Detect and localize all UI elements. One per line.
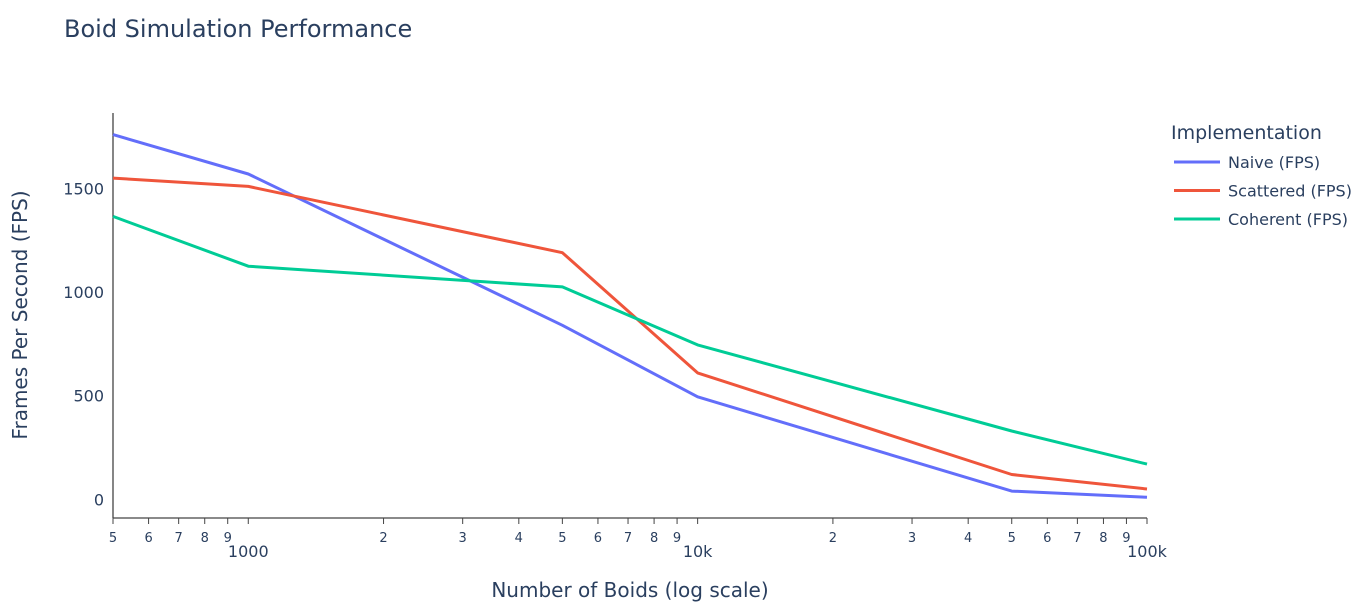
y-tick-label: 1500 (63, 179, 104, 198)
chart-title: Boid Simulation Performance (64, 15, 412, 43)
x-minor-tick-label: 8 (201, 531, 209, 546)
y-axis: 0 500 1000 1500 (63, 113, 114, 518)
series-line-2 (112, 214, 1148, 466)
y-tick-label: 1000 (63, 283, 104, 302)
x-minor-tick-label: 5 (558, 531, 566, 546)
x-minor-tick-label: 5 (109, 531, 117, 546)
x-minor-tick-label: 9 (673, 531, 681, 546)
legend-label: Coherent (FPS) (1228, 210, 1348, 229)
legend-item[interactable]: Scattered (FPS) (1174, 182, 1352, 201)
x-major-tick-label: 10k (683, 542, 713, 561)
legend-item[interactable]: Coherent (FPS) (1174, 210, 1348, 229)
x-minor-tick-label: 8 (650, 531, 658, 546)
x-minor-tick-label: 9 (1122, 531, 1130, 546)
series-lines (112, 133, 1148, 499)
y-tick-label: 500 (73, 387, 104, 406)
legend-label: Naive (FPS) (1228, 153, 1320, 172)
x-minor-tick-label: 7 (175, 531, 183, 546)
x-minor-tick-label: 3 (459, 531, 467, 546)
series-line-0 (112, 133, 1148, 499)
y-axis-label: Frames Per Second (FPS) (8, 190, 32, 439)
legend-title: Implementation (1171, 122, 1322, 144)
x-minor-tick-label: 7 (1073, 531, 1081, 546)
series-line-1 (112, 176, 1148, 491)
x-major-tick-label: 100k (1127, 542, 1168, 561)
x-minor-tick-label: 4 (964, 531, 972, 546)
x-minor-tick-label: 9 (224, 531, 232, 546)
x-minor-tick-label: 2 (829, 531, 837, 546)
x-axis-label: Number of Boids (log scale) (491, 578, 768, 602)
legend[interactable]: Implementation Naive (FPS) Scattered (FPS… (1171, 122, 1352, 229)
x-major-tick-label: 1000 (228, 542, 269, 561)
x-minor-tick-label: 6 (144, 531, 152, 546)
x-minor-tick-label: 6 (1043, 531, 1051, 546)
y-tick-label: 0 (94, 490, 104, 509)
x-minor-tick-label: 8 (1099, 531, 1107, 546)
x-minor-tick-label: 5 (1008, 531, 1016, 546)
legend-item[interactable]: Naive (FPS) (1174, 153, 1320, 172)
x-minor-tick-label: 7 (624, 531, 632, 546)
x-minor-tick-label: 4 (515, 531, 523, 546)
x-minor-tick-label: 2 (379, 531, 387, 546)
x-minor-tick-label: 6 (594, 531, 602, 546)
x-minor-tick-label: 3 (908, 531, 916, 546)
legend-label: Scattered (FPS) (1228, 182, 1352, 201)
